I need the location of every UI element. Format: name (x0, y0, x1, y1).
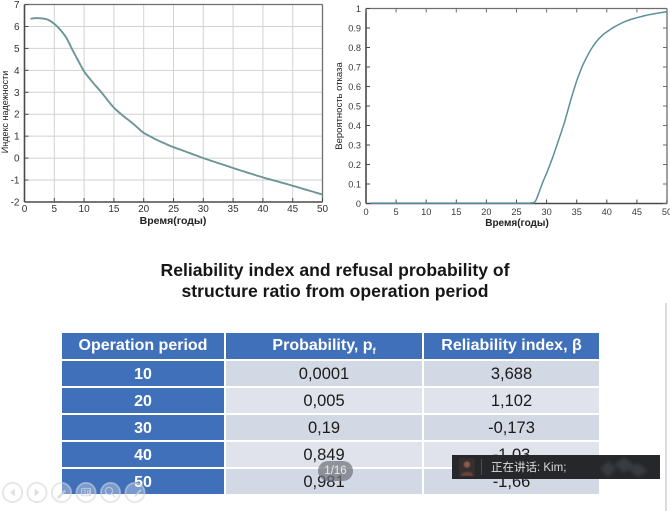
svg-text:50: 50 (662, 207, 670, 217)
svg-text:0.6: 0.6 (348, 82, 361, 92)
svg-text:40: 40 (602, 207, 612, 217)
svg-text:3: 3 (14, 88, 20, 99)
svg-text:0.4: 0.4 (348, 121, 361, 131)
svg-text:0.2: 0.2 (348, 160, 361, 170)
svg-text:0.8: 0.8 (348, 43, 361, 53)
svg-text:6: 6 (14, 22, 20, 33)
svg-text:0: 0 (363, 207, 368, 217)
svg-text:0: 0 (356, 199, 361, 209)
svg-text:Вероятность отказа: Вероятность отказа (334, 62, 345, 150)
svg-text:45: 45 (632, 207, 642, 217)
svg-text:0: 0 (14, 154, 20, 165)
svg-text:2: 2 (14, 110, 20, 121)
svg-text:Время(годы): Время(годы) (485, 218, 549, 229)
svg-text:10: 10 (421, 207, 431, 217)
svg-text:45: 45 (287, 204, 299, 215)
svg-text:1: 1 (356, 4, 361, 14)
svg-text:10: 10 (79, 204, 91, 215)
svg-text:-1: -1 (11, 176, 20, 187)
svg-text:-2: -2 (11, 198, 20, 209)
svg-text:4: 4 (14, 66, 20, 77)
svg-text:35: 35 (228, 204, 240, 215)
svg-text:0.3: 0.3 (348, 141, 361, 151)
svg-text:25: 25 (168, 204, 180, 215)
svg-text:5: 5 (394, 207, 399, 217)
svg-text:7: 7 (14, 0, 20, 11)
svg-text:35: 35 (572, 207, 582, 217)
svg-text:30: 30 (541, 207, 551, 217)
svg-text:40: 40 (257, 204, 269, 215)
svg-text:Время(годы): Время(годы) (140, 215, 207, 227)
svg-text:15: 15 (108, 204, 120, 215)
svg-text:0.1: 0.1 (348, 180, 361, 190)
svg-text:0.7: 0.7 (348, 63, 361, 73)
svg-text:5: 5 (14, 44, 20, 55)
svg-text:20: 20 (481, 207, 491, 217)
svg-text:Индекс надежности: Индекс надежности (0, 71, 10, 154)
svg-text:0: 0 (22, 204, 28, 215)
svg-text:50: 50 (317, 204, 329, 215)
svg-text:0.5: 0.5 (348, 102, 361, 112)
svg-text:30: 30 (198, 204, 210, 215)
svg-text:25: 25 (511, 207, 521, 217)
svg-text:15: 15 (451, 207, 461, 217)
svg-text:1: 1 (14, 132, 20, 143)
svg-text:20: 20 (138, 204, 150, 215)
svg-text:5: 5 (52, 204, 58, 215)
svg-text:0.9: 0.9 (348, 24, 361, 34)
